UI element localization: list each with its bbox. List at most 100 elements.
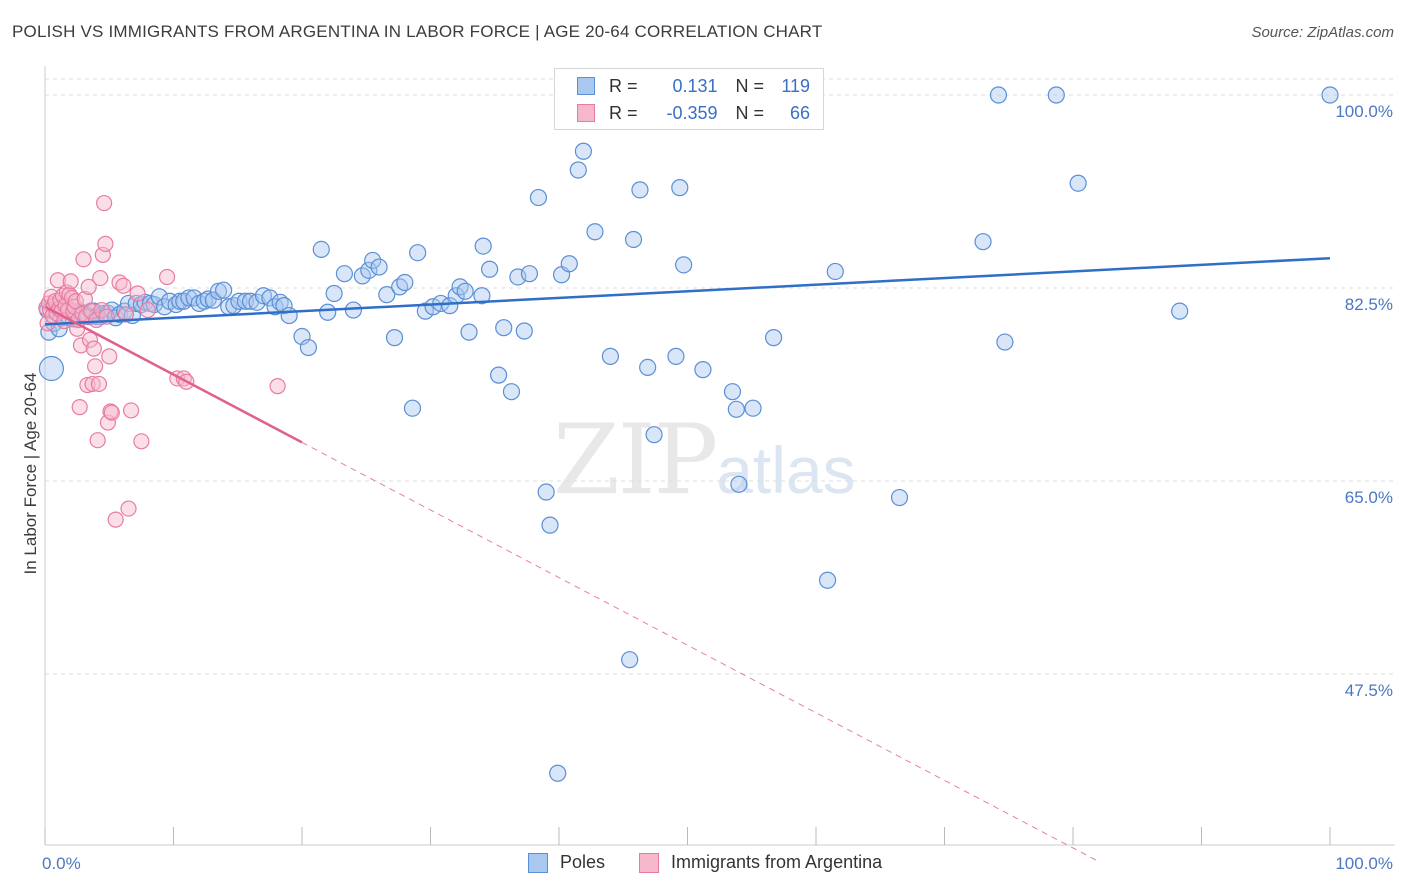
argentina-point [107, 511, 124, 528]
x-tick-label-min: 0.0% [42, 854, 81, 873]
poles-point [460, 323, 478, 341]
poles-point [996, 333, 1014, 351]
legend-row-poles: R = 0.131 N = 119 [577, 73, 810, 99]
poles-point [378, 286, 396, 304]
poles-point [730, 475, 748, 493]
legend-r-label: R = [609, 102, 638, 123]
poles-point [441, 297, 459, 315]
poles-point [110, 305, 129, 324]
poles-point [631, 181, 649, 199]
poles-point [275, 297, 293, 315]
poles-point [586, 223, 604, 241]
poles-point [621, 651, 639, 669]
argentina-point [89, 432, 106, 449]
series-swatch-poles [528, 852, 548, 873]
poles-point [403, 399, 422, 417]
poles-point [515, 322, 533, 340]
argentina-point [92, 269, 109, 287]
poles-point [204, 291, 222, 309]
poles-point [495, 319, 513, 337]
argentina-point [120, 500, 137, 517]
argentina-point [72, 337, 90, 354]
poles-point [560, 255, 578, 273]
poles-point [723, 383, 742, 401]
series-legend: Poles Immigrants from Argentina [528, 852, 882, 873]
argentina-point [115, 277, 132, 294]
poles-point [473, 287, 491, 305]
poles-point [490, 366, 508, 384]
poles-point [694, 361, 712, 379]
poles-point [370, 258, 388, 276]
poles-point [520, 265, 539, 283]
poles-point [639, 358, 657, 377]
argentina-point [133, 433, 150, 450]
argentina-point [88, 311, 105, 329]
poles-point [385, 329, 404, 347]
poles-point [171, 292, 189, 310]
poles-point [744, 399, 762, 417]
poles-point [396, 273, 414, 292]
y-tick-label: 82.5% [1345, 295, 1393, 314]
poles-point [360, 261, 378, 279]
zipatlas-watermark: ZIPatlas [553, 404, 856, 516]
argentina-point [139, 301, 156, 319]
poles-point [319, 303, 337, 321]
legend-row-argentina: R = -0.359 N = 66 [577, 100, 810, 126]
poles-point [1047, 86, 1065, 104]
poles-point [325, 284, 343, 303]
poles-point [481, 260, 499, 278]
legend-r-value-argentina: -0.359 [666, 102, 718, 123]
argentina-point [85, 340, 102, 357]
y-tick-label: 47.5% [1345, 681, 1393, 700]
poles-point [248, 293, 266, 311]
poles-point [974, 233, 992, 251]
poles-point [818, 571, 837, 589]
chart-source: Source: ZipAtlas.com [1251, 24, 1394, 41]
poles-point [242, 292, 260, 310]
argentina-point [84, 375, 101, 393]
argentina-point [75, 251, 92, 268]
poles-point [312, 240, 330, 258]
poles-point [215, 281, 233, 299]
argentina-point [97, 235, 114, 252]
argentina-point [62, 273, 79, 290]
poles-point [601, 347, 620, 365]
legend-swatch-argentina [577, 104, 595, 122]
argentina-point [158, 268, 176, 286]
poles-point [150, 288, 168, 306]
poles-trendline [44, 256, 1331, 326]
poles-point [624, 230, 643, 249]
poles-point [474, 237, 492, 255]
poles-point [280, 306, 298, 325]
argentina-point [96, 194, 113, 212]
poles-point [1069, 174, 1087, 192]
poles-point [344, 301, 362, 319]
poles-point [890, 488, 909, 507]
argentina-point [90, 375, 108, 393]
y-axis-title: In Labor Force | Age 20-64 [21, 373, 40, 575]
argentina-point [103, 404, 120, 421]
argentina-point [269, 378, 286, 395]
argentina-trendline-extension [301, 441, 1099, 862]
argentina-point [122, 402, 140, 419]
poles-point [645, 426, 663, 444]
watermark-atlas: atlas [716, 433, 856, 507]
poles-point [1321, 86, 1339, 104]
poles-point [456, 282, 474, 300]
legend-n-value-poles: 119 [781, 75, 811, 96]
series-label-poles: Poles [560, 852, 606, 872]
poles-point [667, 347, 685, 365]
poles-point [1171, 302, 1189, 320]
poles-point [261, 289, 279, 307]
correlation-legend: R = 0.131 N = 119 R = -0.359 N = 66 [554, 68, 824, 130]
poles-point [364, 251, 382, 270]
poles-point [989, 86, 1008, 104]
watermark-zip: ZIP [553, 404, 718, 516]
legend-swatch-poles [577, 77, 595, 95]
poles-point [541, 516, 559, 534]
argentina-point [101, 348, 118, 365]
poles-point [671, 179, 689, 197]
poles-point [569, 161, 587, 179]
argentina-point [71, 399, 88, 416]
